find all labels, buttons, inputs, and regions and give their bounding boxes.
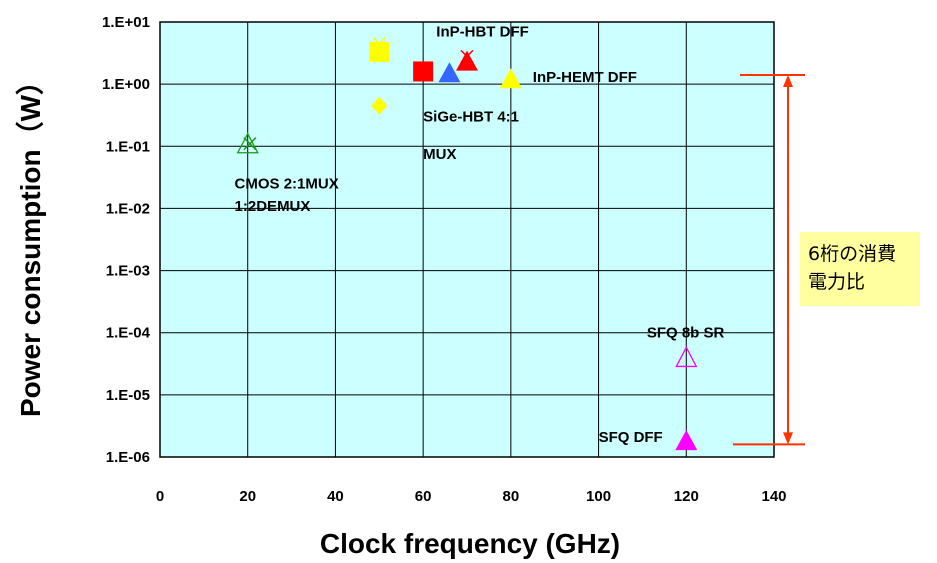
point-annotation: SFQ 8b SR	[647, 325, 725, 342]
y-tick-labels: 1.E+01 1.E+00 1.E-01 1.E-02 1.E-03 1.E-04 1.E-…	[102, 14, 151, 466]
point-annotation: 1:2DEMUX	[235, 198, 311, 215]
data-point-diamond	[371, 96, 388, 115]
y-tick-label: 1.E-05	[106, 387, 150, 404]
y-tick-label: 1.E-01	[106, 138, 150, 155]
x-tick-labels: 0 20 40 60 80 100 120 140	[156, 488, 787, 505]
data-point-triangle-open	[236, 132, 259, 154]
y-axis-title: Power consumption（W）	[14, 67, 46, 417]
data-point-triangle	[675, 430, 698, 451]
y-tick-label: 1.E-06	[106, 449, 150, 466]
point-annotation: SFQ DFF	[599, 429, 663, 446]
data-point-triangle-open	[675, 346, 698, 368]
data-point-triangle	[499, 68, 522, 89]
range-note-line: 電力比	[808, 271, 865, 293]
y-tick-label: 1.E+01	[102, 14, 150, 31]
data-point-triangle	[438, 62, 461, 83]
y-tick-label: 1.E-03	[106, 263, 150, 280]
x-tick-label: 140	[761, 488, 786, 505]
range-arrow-head-up	[783, 75, 793, 88]
y-tick-label: 1.E-04	[106, 325, 151, 342]
data-points	[236, 37, 698, 451]
x-tick-label: 60	[415, 488, 432, 505]
y-tick-label: 1.E+00	[102, 76, 150, 93]
point-annotations: CMOS 2:1MUX 1:2DEMUX InP-HBT DFF SiGe-HBT 4…	[235, 24, 725, 446]
x-tick-label: 80	[503, 488, 520, 505]
point-annotation: InP-HEMT DFF	[533, 69, 637, 86]
range-note-box	[800, 232, 920, 306]
range-arrow-head-down	[783, 432, 793, 445]
point-annotation: CMOS 2:1MUX	[235, 176, 339, 193]
data-point-square	[413, 61, 434, 82]
x-tick-label: 100	[586, 488, 611, 505]
range-note-line: 6桁の消費	[808, 243, 896, 265]
plot-area	[159, 21, 775, 458]
x-tick-label: 40	[327, 488, 344, 505]
data-point-x	[372, 37, 386, 51]
data-point-triangle	[456, 50, 478, 71]
x-tick-label: 20	[239, 488, 256, 505]
data-point-x	[460, 49, 474, 63]
data-point-square	[369, 41, 390, 62]
gridlines	[160, 22, 774, 457]
point-annotation: MUX	[423, 146, 456, 163]
y-tick-label: 1.E-02	[106, 200, 150, 217]
point-annotation: SiGe-HBT 4:1	[423, 109, 519, 126]
x-tick-label: 120	[674, 488, 699, 505]
point-annotation: InP-HBT DFF	[436, 24, 528, 41]
x-tick-label: 0	[156, 488, 164, 505]
x-axis-title: Clock frequency (GHz)	[320, 528, 620, 559]
data-point-x	[243, 137, 257, 151]
